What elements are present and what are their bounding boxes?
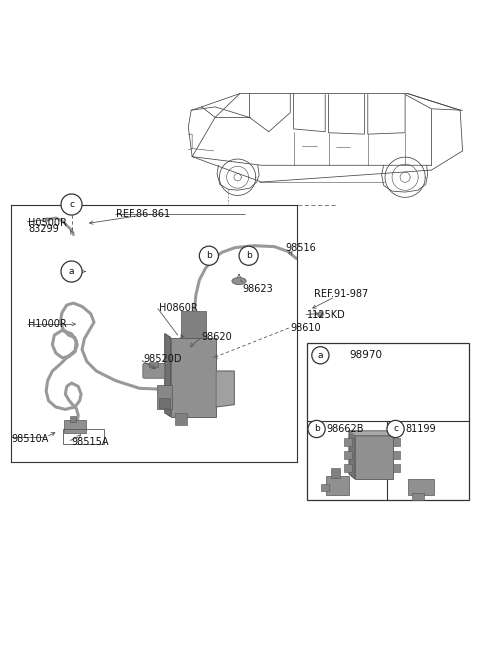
Text: H0500R: H0500R [28, 218, 67, 228]
Text: c: c [393, 424, 398, 434]
Bar [355, 436, 393, 479]
Text: 98623: 98623 [242, 284, 273, 294]
Bar [393, 451, 400, 459]
Circle shape [199, 246, 218, 265]
Polygon shape [216, 371, 234, 407]
Circle shape [61, 261, 82, 282]
Text: H0860R: H0860R [158, 303, 197, 314]
Text: 98515A: 98515A [72, 438, 109, 447]
Text: H1000R: H1000R [28, 319, 67, 329]
Bar [393, 464, 400, 472]
Circle shape [387, 420, 404, 438]
Text: 98620: 98620 [202, 332, 232, 342]
Text: 83299: 83299 [28, 224, 59, 234]
Text: c: c [69, 200, 74, 209]
Bar [344, 438, 351, 447]
Text: REF.86-861: REF.86-861 [116, 209, 170, 219]
FancyBboxPatch shape [143, 363, 165, 379]
Text: b: b [314, 424, 320, 434]
Bar [393, 438, 400, 447]
Text: REF.91-987: REF.91-987 [314, 289, 369, 298]
Polygon shape [165, 334, 170, 417]
Bar [63, 428, 104, 444]
Text: 98520D: 98520D [144, 354, 182, 364]
Bar [158, 398, 170, 408]
Bar [326, 476, 349, 495]
Bar [322, 483, 328, 491]
Text: 98970: 98970 [349, 350, 382, 360]
Text: 81199: 81199 [405, 424, 436, 434]
Text: 98510A: 98510A [11, 434, 48, 444]
Bar [344, 464, 351, 472]
Text: a: a [69, 267, 74, 276]
Circle shape [61, 194, 82, 215]
Polygon shape [349, 431, 355, 479]
Bar [157, 386, 171, 409]
Circle shape [312, 346, 329, 364]
Text: 98516: 98516 [286, 243, 316, 253]
Circle shape [308, 420, 325, 438]
Text: 1125KD: 1125KD [307, 310, 346, 319]
Ellipse shape [232, 277, 246, 285]
Bar [408, 480, 434, 495]
Bar [70, 416, 76, 422]
Text: a: a [318, 351, 323, 359]
Bar [181, 311, 206, 338]
Bar [149, 361, 157, 367]
Bar [412, 493, 424, 501]
Bar [175, 413, 187, 425]
Bar [344, 451, 351, 459]
Text: b: b [206, 251, 212, 260]
Bar [307, 343, 469, 501]
Bar [64, 420, 86, 434]
Circle shape [239, 246, 258, 265]
Text: 98610: 98610 [290, 323, 321, 333]
Bar [170, 338, 216, 417]
Text: 98662B: 98662B [326, 424, 364, 434]
Text: b: b [246, 251, 252, 260]
Bar [331, 468, 339, 478]
Polygon shape [349, 431, 393, 436]
